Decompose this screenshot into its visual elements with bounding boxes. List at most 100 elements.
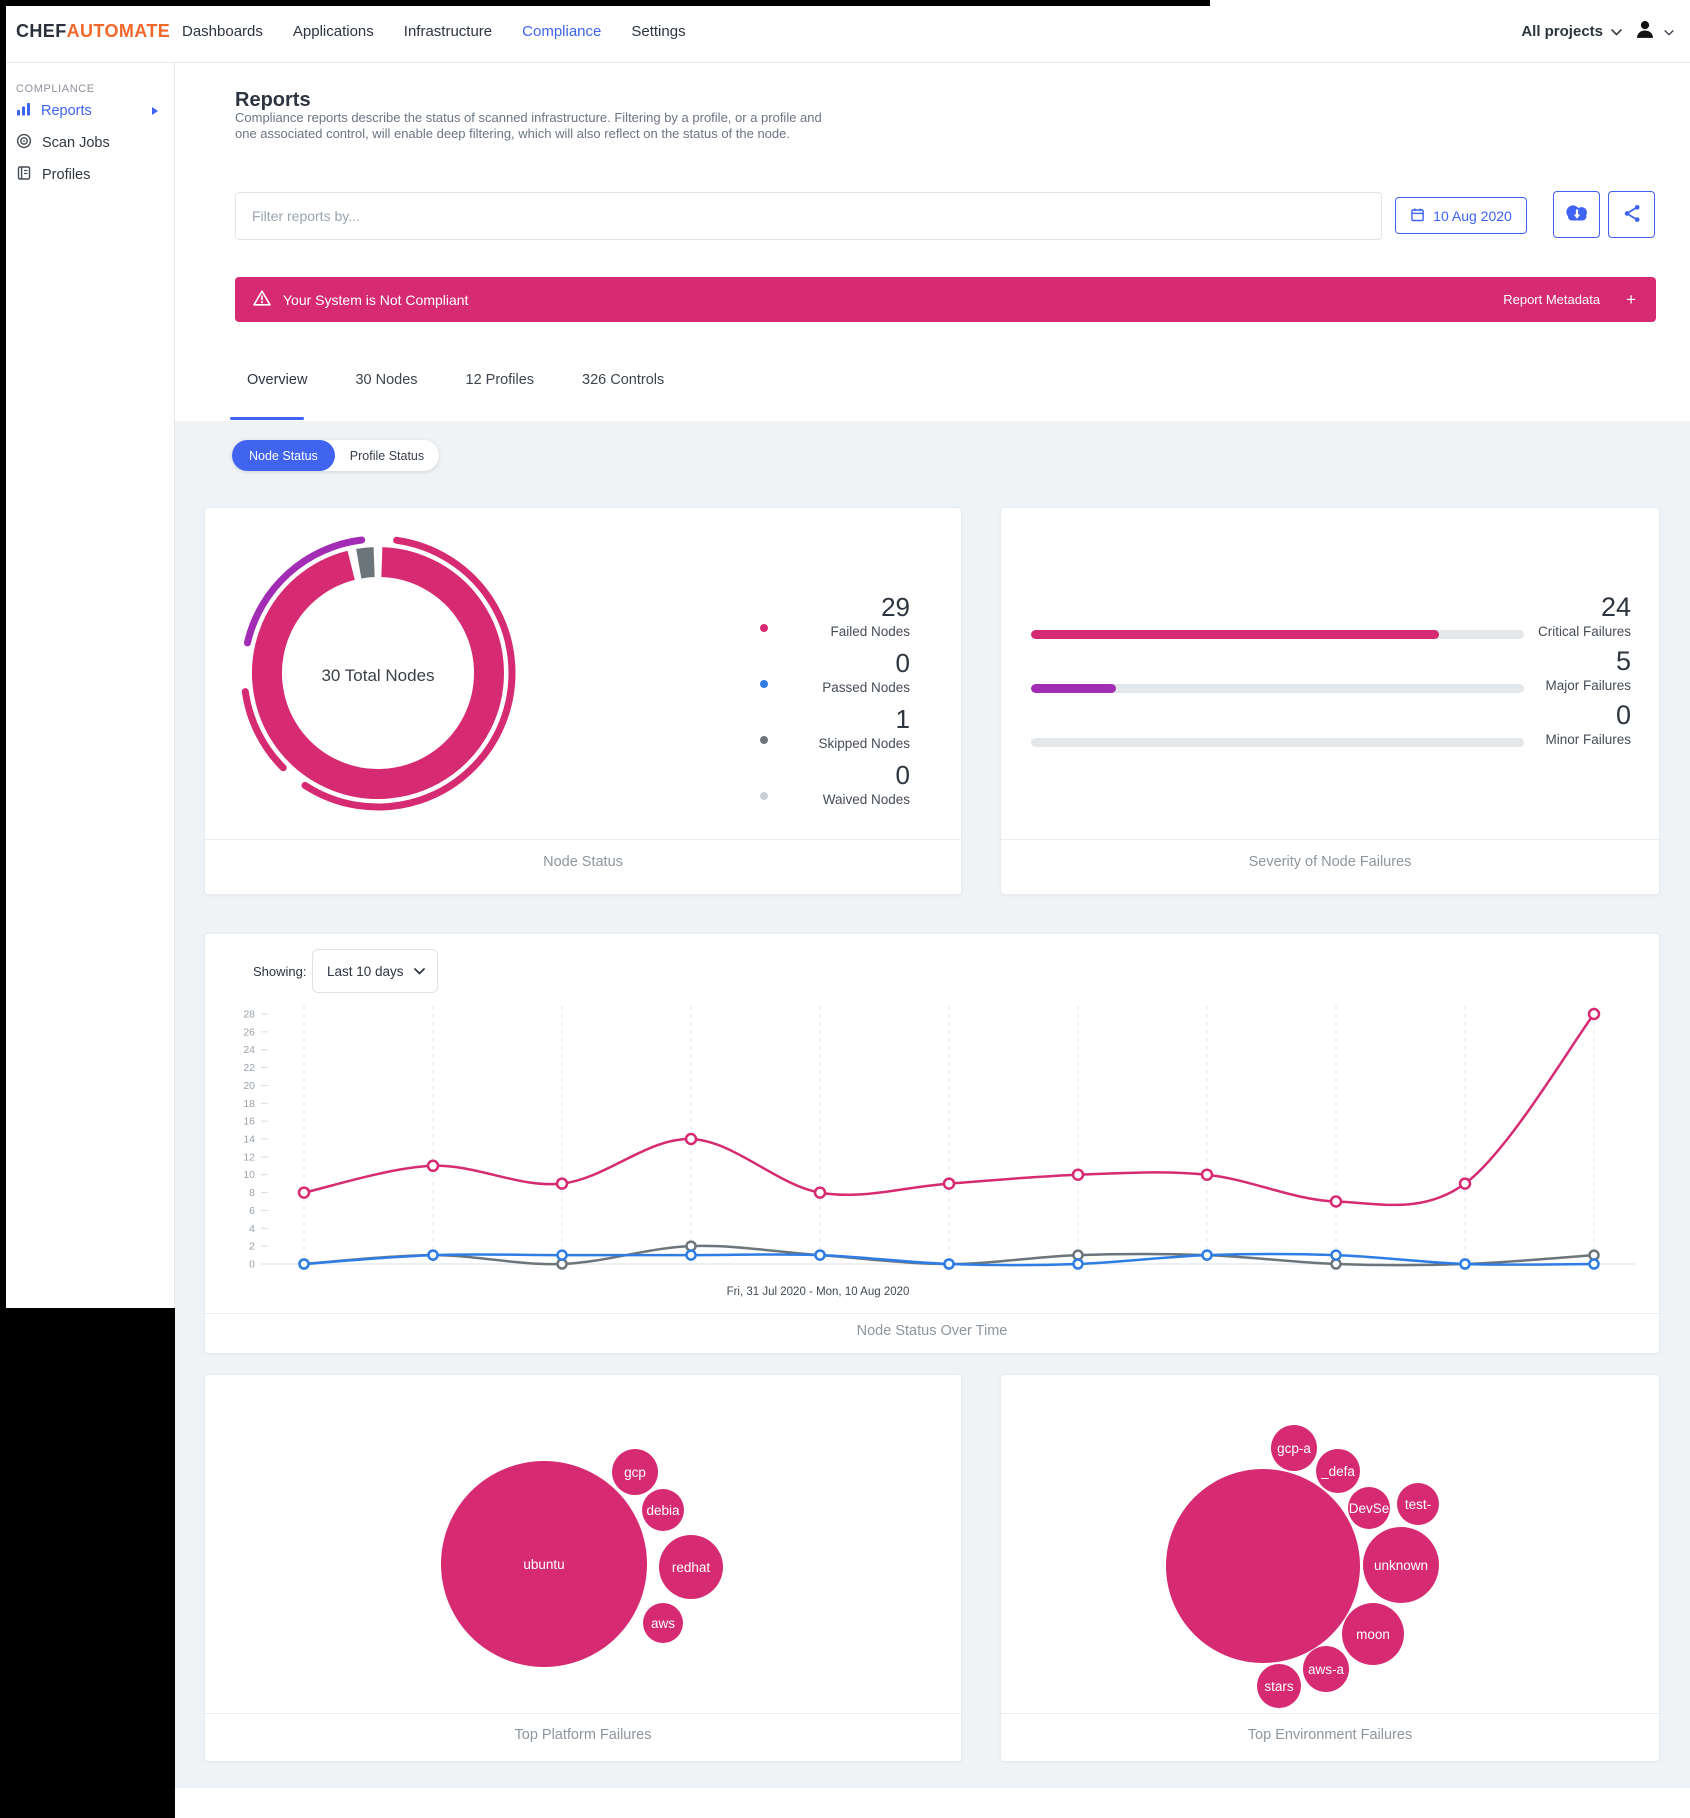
nav-item-settings[interactable]: Settings (631, 23, 686, 40)
node-status-card: 30 Total Nodes 29 Failed Nodes 0 Passed … (204, 507, 962, 895)
report-tabs: Overview 30 Nodes 12 Profiles 326 Contro… (247, 372, 664, 394)
card-separator (1001, 839, 1659, 840)
tab-overview[interactable]: Overview (247, 372, 308, 388)
skipped-legend-dot (760, 736, 768, 744)
passed-count: 0 (895, 648, 910, 678)
screenshot-artifact-left (0, 0, 6, 1308)
share-report-button[interactable] (1608, 191, 1655, 238)
nav-item-dashboards[interactable]: Dashboards (182, 23, 263, 40)
page-title: Reports (235, 89, 311, 112)
sidebar-item-reports[interactable]: Reports (16, 98, 166, 124)
toggle-profile-status[interactable]: Profile Status (349, 448, 425, 463)
svg-text:14: 14 (243, 1134, 255, 1146)
bubble-aws-a: aws-a (1303, 1646, 1349, 1692)
profiles-icon (16, 165, 32, 185)
card-separator (205, 1313, 1659, 1314)
nav-item-compliance[interactable]: Compliance (522, 23, 602, 40)
failed-legend-dot (760, 624, 768, 632)
bubble-unknown: unknown (1363, 1527, 1439, 1603)
sidebar-item-profiles[interactable]: Profiles (16, 162, 166, 188)
tab-nodes[interactable]: 30 Nodes (355, 372, 418, 388)
node-status-over-time-card: Showing: Last 10 days 0 2 4 6 8 10 12 14 16 18 20 2… (204, 933, 1660, 1354)
trend-caption: Node Status Over Time (856, 1323, 1008, 1339)
date-range-select[interactable]: Last 10 days (312, 949, 438, 993)
active-tab-underline (230, 417, 304, 420)
bubble-gcp-a: gcp-a (1271, 1425, 1317, 1471)
nav-right-group: All projects (1521, 0, 1674, 63)
nav-item-applications[interactable]: Applications (292, 23, 374, 40)
x-axis-range-label: Fri, 31 Jul 2020 - Mon, 10 Aug 2020 (726, 1286, 910, 1298)
critical-label: Critical Failures (1537, 624, 1631, 639)
toggle-node-status[interactable]: Node Status (232, 440, 335, 471)
plus-icon: + (1626, 290, 1636, 309)
non-compliant-banner: Your System is Not Compliant Report Meta… (235, 277, 1656, 322)
node-status-donut-chart (241, 536, 516, 811)
donut-center-label: 30 Total Nodes (321, 666, 435, 685)
report-metadata-label: Report Metadata (1503, 292, 1601, 307)
date-picker-button[interactable]: 10 Aug 2020 (1395, 197, 1527, 234)
top-environment-failures-card: gcp-a _defa DevSe test-unknown moon aws-a star… (1000, 1374, 1660, 1762)
critical-bar-track (1031, 630, 1524, 639)
page-description-line2: one associated control, will enable deep… (235, 126, 790, 141)
svg-text:22: 22 (243, 1062, 255, 1074)
scan-target-icon (16, 133, 32, 153)
card-separator (205, 1713, 961, 1714)
svg-text:4: 4 (249, 1223, 255, 1235)
bubble-gcp: gcp (612, 1449, 658, 1495)
bubble-redhat: redhat (659, 1535, 723, 1599)
bubble-aws: aws (643, 1603, 683, 1643)
chevron-down-icon (1611, 23, 1622, 40)
download-report-button[interactable] (1553, 191, 1600, 238)
major-bar-track (1031, 684, 1524, 693)
sidebar-item-scan-jobs[interactable]: Scan Jobs (16, 130, 166, 156)
main-nav: Dashboards Applications Infrastructure C… (182, 0, 686, 63)
chevron-down-icon (1664, 23, 1674, 41)
banner-message-group: Your System is Not Compliant (253, 290, 468, 309)
date-picker-label: 10 Aug 2020 (1433, 207, 1512, 224)
user-icon (1634, 19, 1656, 44)
critical-bar-fill (1031, 630, 1440, 639)
card-separator (1001, 1713, 1659, 1714)
nav-item-infrastructure[interactable]: Infrastructure (403, 23, 493, 40)
svg-text:26: 26 (243, 1026, 255, 1038)
filter-reports-input[interactable] (235, 192, 1382, 240)
user-menu[interactable] (1634, 19, 1674, 44)
passed-legend-dot (760, 680, 768, 688)
major-label: Major Failures (1545, 678, 1631, 693)
passed-label: Passed Nodes (822, 680, 910, 695)
banner-message: Your System is Not Compliant (283, 291, 469, 308)
bar-chart-icon (16, 102, 31, 120)
share-icon (1621, 203, 1642, 227)
svg-text:10: 10 (243, 1169, 255, 1181)
legend-row-skipped: 1 Skipped Nodes (760, 699, 910, 751)
report-metadata-toggle[interactable]: Report Metadata + (1503, 291, 1636, 308)
minor-label: Minor Failures (1545, 732, 1631, 747)
legend-row-waived: 0 Waived Nodes (760, 755, 910, 807)
platform-caption: Top Platform Failures (514, 1727, 652, 1743)
sidebar-item-label: Scan Jobs (42, 135, 110, 151)
svg-text:16: 16 (243, 1116, 255, 1128)
page-description-line1: Compliance reports describe the status o… (235, 110, 822, 125)
bubble-test-: test- (1397, 1483, 1439, 1525)
platform-bubble-chart: ubuntu gcp debia redhat aws (205, 1375, 961, 1713)
bubble-ubuntu: ubuntu (441, 1461, 647, 1667)
legend-row-passed: 0 Passed Nodes (760, 643, 910, 695)
brand-chef: CHEF (16, 21, 67, 41)
chevron-down-icon (414, 962, 425, 980)
tab-profiles[interactable]: 12 Profiles (465, 372, 535, 388)
chef-automate-logo[interactable]: CHEF AUTOMATE (16, 0, 170, 63)
card-separator (205, 839, 961, 840)
bubble-DevSe: DevSe (1348, 1487, 1390, 1529)
showing-label: Showing: (253, 964, 307, 979)
status-toggle: Node Status Profile Status (232, 440, 440, 471)
failed-label: Failed Nodes (830, 624, 910, 639)
tab-controls[interactable]: 326 Controls (582, 372, 665, 388)
projects-filter-label: All projects (1521, 23, 1603, 40)
minor-count: 0 (1615, 700, 1631, 730)
svg-text:6: 6 (249, 1205, 255, 1217)
projects-filter-dropdown[interactable]: All projects (1521, 23, 1622, 40)
svg-text:28: 28 (243, 1009, 255, 1021)
warning-triangle-icon (253, 290, 271, 309)
environment-caption: Top Environment Failures (1247, 1727, 1413, 1743)
